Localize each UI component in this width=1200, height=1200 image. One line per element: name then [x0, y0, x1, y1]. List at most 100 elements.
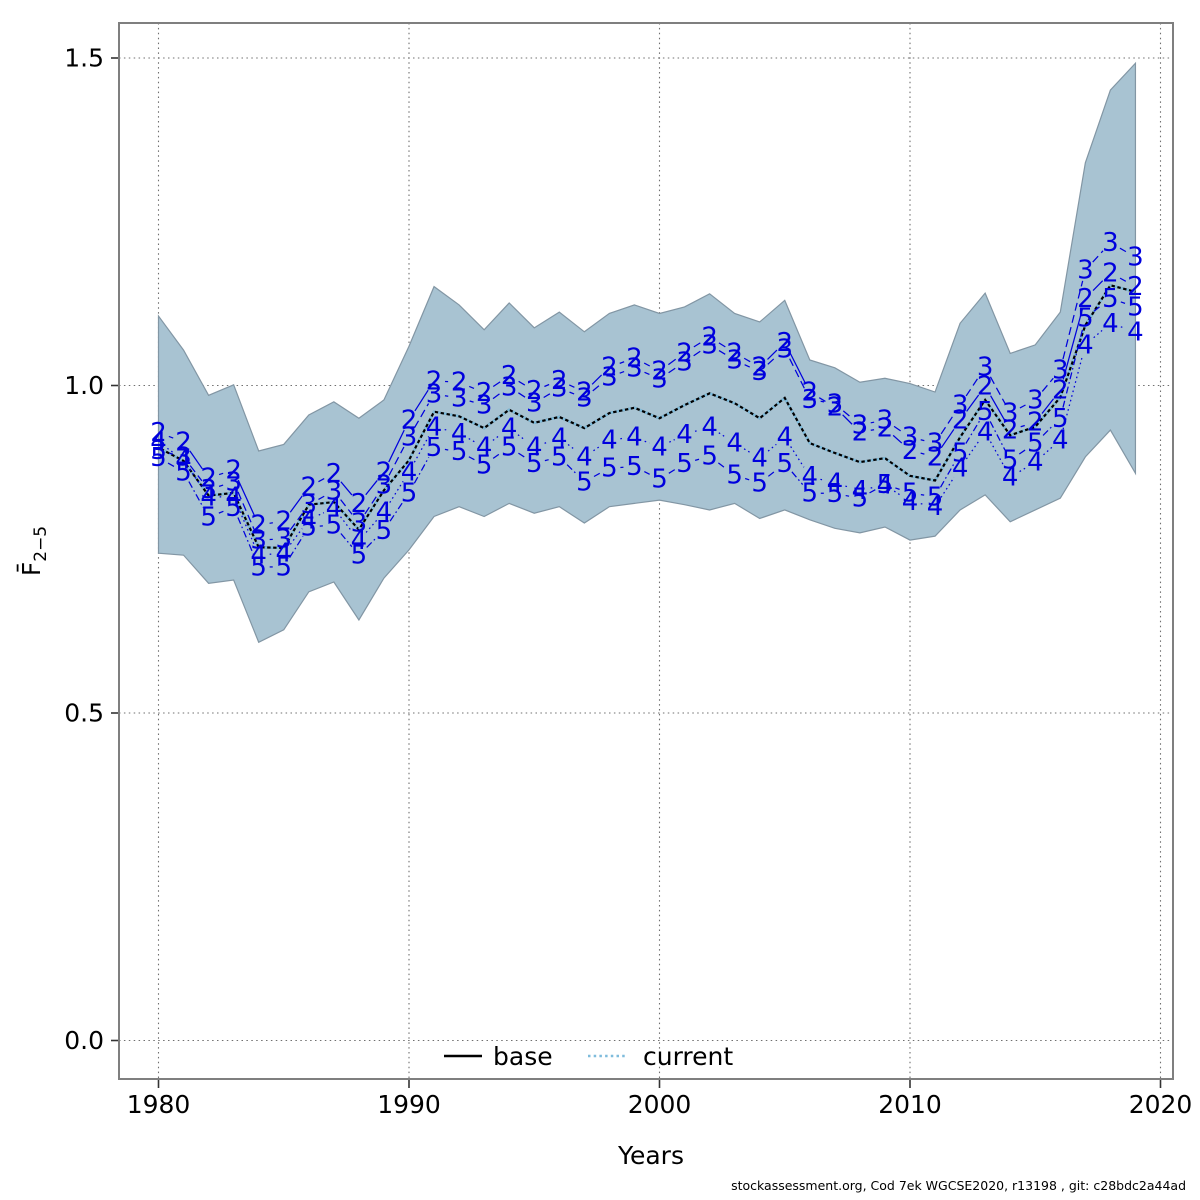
age-3-segment	[444, 395, 449, 397]
age-2-segment	[870, 429, 875, 431]
age-2-marker-1985: 2	[275, 507, 292, 537]
confidence-band	[157, 61, 1137, 644]
x-tick-label-2020: 2020	[1129, 1090, 1193, 1119]
age-2-segment	[718, 342, 726, 348]
age-4-segment	[790, 446, 805, 468]
age-4-segment	[1019, 467, 1027, 473]
age-2-marker-1993: 2	[476, 378, 493, 408]
age-2-marker-1983: 2	[225, 455, 242, 485]
age-3-segment	[289, 513, 303, 531]
age-4-marker-1986: 4	[301, 505, 318, 535]
age-2-marker-1981: 2	[175, 427, 192, 457]
age-4-segment	[567, 444, 576, 451]
age-3-segment	[237, 491, 255, 531]
age-2-segment	[518, 380, 526, 386]
age-5-marker-1993: 5	[476, 450, 493, 480]
age-2-marker-1990: 2	[401, 406, 418, 436]
age-2-marker-1996: 2	[551, 366, 568, 396]
age-3-marker-1997: 3	[576, 383, 593, 413]
age-3-marker-2003: 3	[726, 345, 743, 375]
age-3-marker-2002: 3	[701, 330, 718, 360]
age-5-segment	[1120, 301, 1126, 304]
age-4-segment	[413, 436, 430, 463]
age-5-marker-2006: 5	[802, 478, 819, 508]
age-5-marker-2002: 5	[701, 442, 718, 472]
x-tick-label-1980: 1980	[127, 1090, 191, 1119]
age-3-marker-2005: 3	[776, 334, 793, 364]
age-2-segment	[940, 428, 955, 449]
age-2-segment	[388, 429, 405, 463]
age-5-marker-1992: 5	[451, 437, 468, 467]
age-4-marker-1994: 4	[501, 414, 518, 444]
age-2-marker-1987: 2	[326, 459, 343, 489]
age-2-segment	[289, 495, 303, 513]
age-4-marker-2011: 4	[927, 492, 944, 522]
age-2-segment	[237, 479, 255, 516]
age-4-marker-1989: 4	[376, 497, 393, 527]
age-2-marker-1994: 2	[501, 361, 518, 391]
age-2-segment	[990, 395, 1006, 421]
age-3-marker-1988: 3	[351, 509, 368, 539]
age-2-marker-1992: 2	[451, 368, 468, 398]
age-2-marker-2006: 2	[802, 378, 819, 408]
age-5-marker-2000: 5	[651, 465, 668, 495]
age-4-segment	[965, 440, 980, 460]
legend-current-label: current	[643, 1042, 733, 1071]
age-2-marker-1991: 2	[426, 366, 443, 396]
age-5-marker-2019: 5	[1127, 292, 1144, 322]
age-4-marker-2005: 4	[776, 423, 793, 453]
age-4-marker-1990: 4	[401, 457, 418, 487]
age-4-segment	[820, 478, 825, 481]
age-5-marker-1994: 5	[501, 433, 518, 463]
current-mean-line	[157, 283, 1136, 550]
age-3-segment	[1019, 404, 1026, 409]
age-2-marker-2011: 2	[927, 442, 944, 472]
age-3-marker-1992: 3	[451, 383, 468, 413]
age-2-marker-1988: 2	[351, 489, 368, 519]
age-2-segment	[1020, 424, 1025, 428]
age-3-marker-2009: 3	[877, 406, 894, 436]
age-5-marker-1987: 5	[326, 511, 343, 541]
age-2-marker-1998: 2	[601, 353, 618, 383]
age-2-marker-2008: 2	[852, 418, 869, 448]
age-5-segment	[1062, 328, 1084, 408]
age-2-segment	[789, 351, 806, 383]
age-2-marker-2016: 2	[1052, 376, 1069, 406]
age-5-marker-1984: 5	[250, 552, 267, 582]
age-2-segment	[189, 450, 203, 470]
age-5-segment	[744, 477, 750, 481]
age-4-segment	[718, 432, 726, 438]
age-3-segment	[893, 425, 902, 432]
age-3-marker-1999: 3	[626, 353, 643, 383]
age-5-marker-1980: 5	[150, 443, 167, 473]
age-3-marker-1995: 3	[526, 389, 543, 419]
age-3-segment	[364, 493, 379, 515]
age-4-marker-1992: 4	[451, 419, 468, 449]
age-5-segment	[869, 489, 876, 494]
age-5-segment	[167, 462, 175, 468]
x-tick-label-2000: 2000	[628, 1090, 692, 1119]
age-5-marker-1995: 5	[526, 449, 543, 479]
age-2-segment	[168, 435, 174, 439]
age-4-segment	[444, 428, 449, 432]
y-tick-label-1.0: 1.0	[64, 371, 104, 400]
age-5-marker-2001: 5	[676, 449, 693, 479]
x-tick-label-2010: 2010	[878, 1090, 942, 1119]
age-5-marker-2018: 5	[1102, 284, 1119, 314]
confidence-band-layer	[157, 61, 1137, 644]
age-2-marker-1999: 2	[626, 343, 643, 373]
age-5-marker-2003: 5	[726, 461, 743, 491]
age-3-segment	[168, 452, 174, 455]
age-3-marker-2012: 3	[952, 391, 969, 421]
age-4-segment	[694, 429, 700, 432]
age-5-segment	[492, 452, 501, 459]
age-4-marker-2010: 4	[902, 487, 919, 517]
age-3-segment	[469, 400, 474, 403]
age-3-marker-1987: 3	[326, 476, 343, 506]
age-3-segment	[644, 371, 650, 376]
age-3-segment	[693, 350, 701, 357]
age-5-segment	[218, 510, 224, 514]
